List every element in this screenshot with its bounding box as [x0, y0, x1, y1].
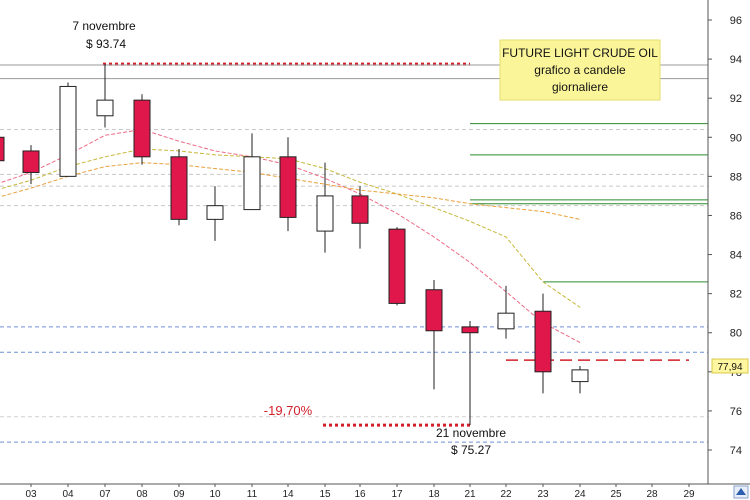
candle-10: [206, 186, 224, 241]
y-tick-label: 96: [730, 15, 742, 27]
x-tick-label: 23: [537, 489, 549, 500]
candle-07: [96, 64, 114, 128]
x-tick-label: 11: [247, 489, 258, 500]
candle-body-bearish: [170, 156, 188, 220]
candle-11: [243, 133, 261, 211]
chart-scroll-arrow-icon[interactable]: [733, 485, 749, 499]
high-price-label: $ 93.74: [86, 37, 126, 51]
y-tick-label: 92: [730, 93, 742, 105]
candle-09: [170, 149, 188, 226]
candle-body-bearish: [388, 228, 406, 304]
x-tick-label: 10: [209, 489, 221, 500]
candle-03: [22, 145, 40, 185]
y-tick-label: 88: [730, 171, 742, 183]
annotation-high: 7 novembre $ 93.74: [72, 19, 136, 51]
candle-body-bearish: [351, 195, 369, 224]
x-tick-label: 14: [282, 489, 294, 500]
chart-title-line-1: FUTURE LIGHT CRUDE OIL: [502, 46, 658, 60]
y-tick-label: 74: [730, 445, 742, 457]
candle-body-bullish: [316, 195, 334, 232]
x-tick-label: 28: [646, 489, 658, 500]
high-date-label: 7 novembre: [72, 19, 136, 33]
annotation-low: 21 novembre $ 75.27: [436, 426, 506, 457]
candle-body-bearish: [425, 289, 443, 332]
x-tick-label: 04: [62, 489, 74, 500]
candle-18: [425, 279, 443, 390]
candle-body-bearish: [0, 136, 5, 162]
x-tick-label: 21: [464, 489, 476, 500]
y-axis-panel: [708, 0, 750, 500]
x-tick-label: 24: [574, 489, 586, 500]
percent-change-label: -19,70%: [264, 403, 313, 418]
title-box-bg: [499, 39, 661, 101]
x-tick-label: 09: [173, 489, 185, 500]
x-tick-label: 18: [428, 489, 440, 500]
x-tick-label: 03: [25, 489, 37, 500]
candle-body-bearish: [279, 156, 297, 218]
x-tick-label: 08: [136, 489, 148, 500]
candle-04: [59, 82, 77, 177]
candle-body-bullish: [497, 312, 515, 330]
y-tick-label: 80: [730, 328, 742, 340]
candle-body-bullish: [96, 99, 114, 117]
low-price-label: $ 75.27: [451, 443, 491, 457]
x-tick-label: 22: [500, 489, 512, 500]
y-tick-label: 84: [730, 250, 742, 262]
candle-14: [279, 137, 297, 232]
x-tick-label: 15: [319, 489, 331, 500]
y-tick-label: 76: [730, 406, 742, 418]
candle-16: [351, 186, 369, 249]
candle-body-bearish: [461, 326, 479, 334]
candle-body-bullish: [243, 156, 261, 211]
candle-body-bullish: [206, 205, 224, 220]
candle-body-bearish: [534, 310, 552, 373]
chart-title-line-2: grafico a candele: [534, 63, 626, 77]
low-date-label: 21 novembre: [436, 426, 506, 440]
y-tick-label: 86: [730, 210, 742, 222]
arrow-up-icon: [736, 488, 746, 495]
candle-body-bullish: [571, 369, 589, 383]
last-price-tag-bg: [711, 358, 749, 374]
candle-24: [571, 365, 589, 394]
x-tick-label: 16: [354, 489, 366, 500]
candle-21: [461, 321, 479, 426]
y-tick-label: 94: [730, 54, 742, 66]
candle-22: [497, 285, 515, 339]
y-tick-label: 90: [730, 132, 742, 144]
last-price-tag: 77,94: [711, 358, 749, 374]
candle-15: [316, 162, 334, 253]
x-axis-panel: [0, 484, 750, 500]
candle-08: [133, 94, 151, 165]
x-tick-label: 29: [683, 489, 695, 500]
y-tick-label: 82: [730, 289, 742, 301]
candle-body-bullish: [59, 85, 77, 177]
x-tick-label: 07: [99, 489, 111, 500]
x-tick-label: 25: [610, 489, 622, 500]
candle-02: [0, 136, 5, 162]
candles-layer: [0, 64, 589, 426]
candle-23: [534, 293, 552, 394]
title-box: FUTURE LIGHT CRUDE OIL grafico a candele…: [499, 39, 661, 101]
candle-body-bearish: [22, 150, 40, 173]
chart-title-line-3: giornaliere: [552, 80, 608, 94]
last-price-label: 77,94: [717, 362, 742, 373]
candle-body-bearish: [133, 99, 151, 158]
x-tick-label: 17: [391, 489, 403, 500]
candle-17: [388, 227, 406, 306]
horizontal-lines-layer: [0, 62, 708, 443]
